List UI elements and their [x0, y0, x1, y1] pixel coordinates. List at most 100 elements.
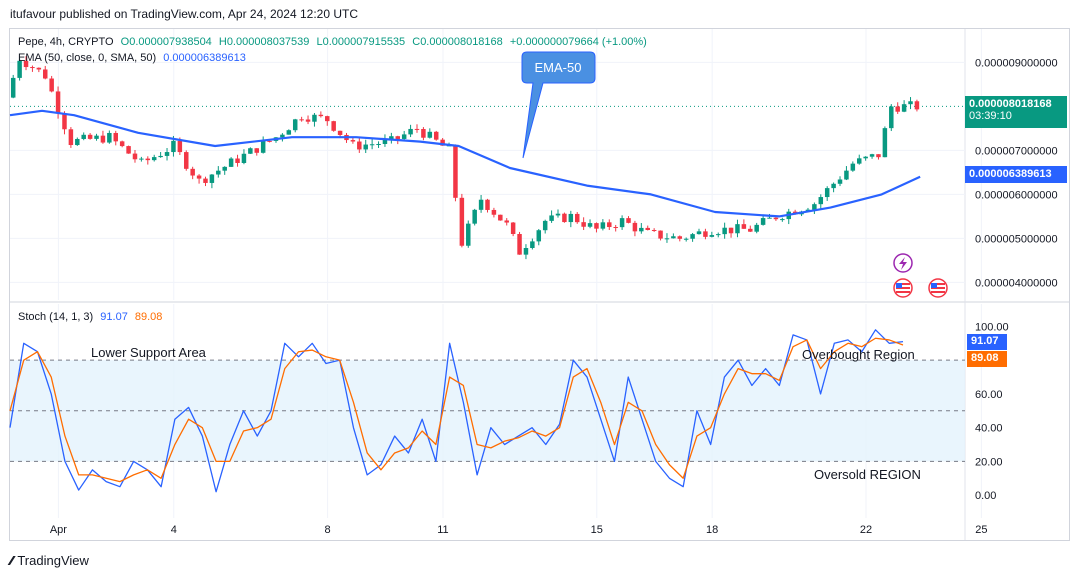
stoch-k-badge: 91.07	[967, 334, 1007, 350]
candle-body	[376, 143, 381, 145]
candle-body	[36, 67, 42, 70]
candle-body	[632, 222, 638, 232]
candle-body	[818, 197, 824, 205]
overbought-label: Overbought Region	[802, 347, 915, 362]
candle-body	[837, 179, 843, 184]
chart-frame[interactable]	[9, 28, 1070, 541]
candle-body	[145, 158, 151, 161]
candle-body	[216, 170, 221, 175]
time-tick-label: 4	[171, 524, 177, 536]
price-tick-label: 0.000004000000	[975, 277, 1058, 289]
candle-body	[222, 166, 227, 171]
time-tick-label: 11	[437, 524, 448, 536]
candle-body	[81, 134, 86, 139]
ema-label: EMA (50, close, 0, SMA, 50)	[18, 52, 157, 64]
candle-body	[690, 234, 695, 239]
candle-body	[139, 158, 144, 160]
candle-body	[639, 227, 644, 232]
candle-body	[857, 158, 862, 164]
candle-body	[389, 136, 394, 140]
candle-body	[741, 224, 747, 229]
candle-body	[523, 248, 529, 255]
candle-body	[267, 140, 272, 142]
candle-body	[132, 153, 138, 160]
candle-body	[100, 135, 106, 143]
candle-body	[151, 157, 157, 161]
candle-body	[549, 215, 554, 221]
candle-body	[453, 145, 458, 198]
candle-body	[299, 119, 304, 121]
candle-body	[408, 128, 413, 135]
candle-body	[812, 204, 817, 210]
candle-body	[824, 188, 830, 198]
candle-body	[895, 106, 900, 112]
candle-body	[600, 222, 606, 229]
stoch-d-badge: 89.08	[967, 351, 1007, 367]
candle-body	[498, 214, 503, 221]
candle-body	[715, 234, 721, 236]
stoch-tick-label: 40.00	[975, 423, 1003, 435]
lower-support-label: Lower Support Area	[91, 345, 207, 360]
stoch-k-line	[9, 329, 904, 493]
tradingview-logo[interactable]: ⁄⁄ TradingView	[10, 553, 89, 568]
high-value: H0.000008037539	[218, 36, 310, 48]
candle-body	[55, 91, 61, 114]
candle-body	[773, 217, 779, 220]
candle-body	[421, 129, 426, 138]
candle-body	[510, 222, 516, 234]
time-tick-label: 15	[591, 524, 603, 536]
candle-body	[914, 101, 920, 110]
candle-body	[683, 238, 689, 240]
tradingview-mark-icon: ⁄⁄	[10, 553, 14, 568]
candle-body	[658, 230, 663, 239]
candle-body	[536, 230, 542, 242]
ema-callout: EMA-50	[521, 51, 596, 159]
candle-body	[459, 197, 465, 246]
candle-body	[542, 220, 548, 231]
candle-body	[671, 236, 676, 239]
candle-body	[901, 104, 907, 112]
candle-body	[305, 119, 311, 122]
candle-body	[555, 213, 561, 216]
price-tick-label: 0.000006000000	[975, 189, 1058, 201]
stoch-tick-label: 100.00	[975, 321, 1009, 333]
candle-body	[382, 139, 388, 144]
candle-body	[645, 227, 650, 230]
stoch-label: Stoch (14, 1, 3)	[18, 311, 94, 323]
candle-body	[119, 141, 125, 147]
time-tick-label: 22	[860, 524, 872, 536]
lightning-icon[interactable]	[893, 253, 913, 273]
price-tick-label: 0.000007000000	[975, 145, 1058, 157]
candle-body	[844, 170, 849, 180]
candle-body	[357, 141, 362, 150]
candle-body	[43, 69, 48, 79]
candle-body	[581, 222, 586, 227]
candle-body	[68, 129, 74, 146]
candle-body	[703, 231, 708, 237]
candle-body	[889, 106, 894, 129]
candle-body	[613, 227, 618, 229]
candle-body	[780, 219, 785, 221]
candle-body	[17, 60, 22, 78]
candle-body	[760, 218, 766, 225]
candle-body	[587, 223, 593, 227]
candle-body	[414, 128, 420, 130]
oversold-label: Oversold REGION	[814, 467, 921, 482]
symbol-label: Pepe, 4h, CRYPTO	[18, 36, 114, 48]
candle-body	[49, 78, 54, 92]
candle-body	[850, 163, 856, 171]
candle-body	[530, 241, 535, 249]
candle-body	[241, 153, 247, 164]
candle-body	[184, 152, 189, 169]
us-flag-icon[interactable]	[928, 278, 948, 298]
candle-body	[10, 77, 16, 98]
candle-body	[472, 209, 477, 224]
candle-body	[728, 227, 734, 234]
candle-body	[292, 119, 298, 131]
open-value: O0.000007938504	[120, 36, 212, 48]
candle-body	[664, 238, 670, 240]
candle-body	[260, 140, 266, 153]
us-flag-icon[interactable]	[893, 278, 913, 298]
low-value: L0.000007915535	[316, 36, 406, 48]
